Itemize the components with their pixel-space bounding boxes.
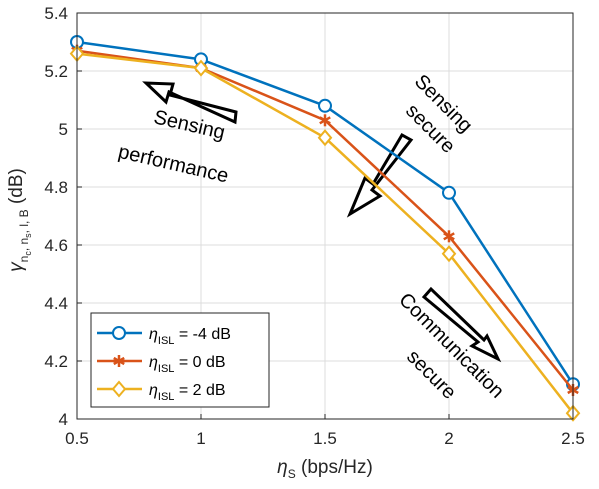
legend-entry: ηISL = -4 dB [97, 326, 231, 347]
diamond-marker [317, 129, 333, 147]
circle-marker [318, 98, 332, 113]
y-tick-label: 4.8 [44, 178, 68, 197]
legend-label: ηISL = -4 dB [149, 326, 231, 347]
legend-label: ηISL = 0 dB [149, 354, 226, 375]
y-axis-label: γnc, ns, l, B (dB) [6, 168, 33, 272]
legend-entry: ηISL = 2 dB [97, 380, 226, 403]
x-tick-label: 2 [444, 429, 453, 448]
diamond-marker [441, 245, 457, 263]
asterisk-marker [319, 114, 331, 127]
x-tick-label: 2.5 [561, 429, 585, 448]
legend: ηISL = -4 dB ηISL = 0 dB ηISL = 2 dB [90, 312, 270, 408]
tick-labels: 0.5 1 1.5 2 2.5 4 4.2 4.4 4.6 4.8 5 5.2 5.4 [44, 4, 584, 448]
communication-secure-arrow [421, 286, 502, 363]
legend-entry: ηISL = 0 dB [97, 354, 226, 375]
grid-lines [76, 12, 574, 420]
series-0 [70, 35, 580, 392]
y-tick-label: 4.6 [44, 236, 68, 255]
legend-label: ηISL = 2 dB [149, 382, 226, 403]
x-tick-label: 0.5 [65, 429, 89, 448]
y-tick-label: 4.2 [44, 352, 68, 371]
diamond-marker [193, 59, 209, 77]
y-tick-label: 5 [59, 120, 68, 139]
x-axis-label: ηS (bps/Hz) [277, 457, 373, 481]
y-tick-label: 4.4 [44, 294, 68, 313]
y-tick-label: 5.2 [44, 62, 68, 81]
series-2 [69, 45, 581, 422]
asterisk-marker [443, 230, 455, 243]
x-tick-label: 1 [196, 429, 205, 448]
y-tick-label: 5.4 [44, 4, 68, 23]
diamond-marker [111, 380, 127, 398]
asterisk-marker [113, 355, 125, 367]
series-lines [69, 35, 581, 422]
circle-marker [112, 326, 126, 340]
x-tick-label: 1.5 [313, 429, 337, 448]
y-tick-label: 4 [59, 410, 68, 429]
sensing-performance-arrow [142, 81, 238, 125]
circle-marker [442, 185, 456, 200]
